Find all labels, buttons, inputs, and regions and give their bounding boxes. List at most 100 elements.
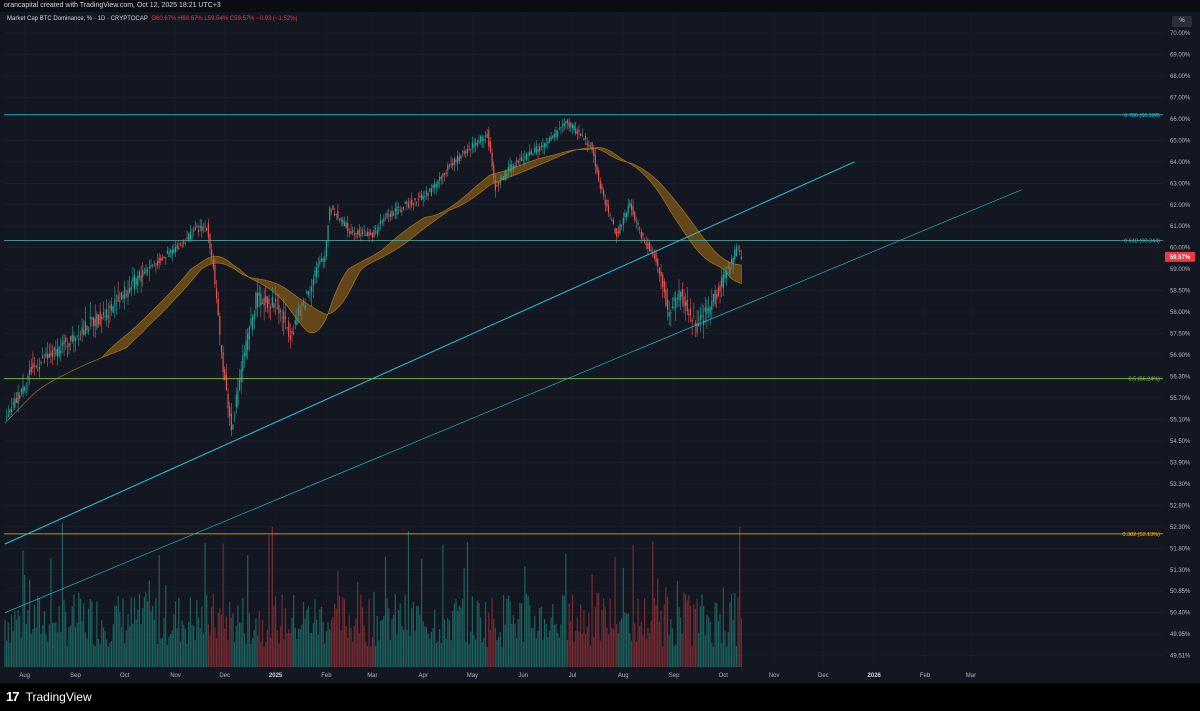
volume-bar xyxy=(217,612,219,667)
volume-bar xyxy=(588,612,590,667)
volume-bar xyxy=(616,624,618,667)
candle-body xyxy=(194,227,196,230)
candle-body xyxy=(724,271,726,279)
volume-bar xyxy=(711,642,713,667)
candle-body xyxy=(696,322,698,333)
volume-bar xyxy=(427,633,429,667)
volume-bar xyxy=(266,630,268,667)
candle-body xyxy=(534,147,536,153)
candle-body xyxy=(739,250,741,253)
candle-body xyxy=(29,369,31,375)
candle-body xyxy=(617,231,619,234)
candle-body xyxy=(698,323,700,326)
y-tick-label: 52.30% xyxy=(1170,525,1191,531)
volume-bar xyxy=(317,634,319,667)
volume-bar xyxy=(366,646,369,667)
volume-bar xyxy=(644,598,646,667)
candle-body xyxy=(47,353,49,360)
candle-body xyxy=(594,154,596,167)
volume-bar xyxy=(373,592,375,667)
volume-bar xyxy=(279,626,282,667)
volume-bar xyxy=(153,619,155,667)
volume-bar xyxy=(681,633,683,667)
volume-bar xyxy=(665,587,667,667)
candle-body xyxy=(79,334,82,336)
x-tick-label: Feb xyxy=(321,673,332,679)
candle-body xyxy=(284,317,287,319)
volume-bar xyxy=(117,595,119,667)
volume-bar xyxy=(596,592,598,667)
candle-body xyxy=(466,148,469,154)
candle-body xyxy=(171,249,173,255)
volume-bar xyxy=(243,633,246,667)
candle-body xyxy=(202,227,205,228)
candle-body xyxy=(250,318,252,325)
y-tick-label: 58.00% xyxy=(1170,310,1191,316)
volume-bar xyxy=(496,640,498,667)
candle-body xyxy=(603,190,605,197)
volume-bar xyxy=(660,610,662,667)
candle-body xyxy=(234,415,236,417)
volume-bar xyxy=(181,620,183,667)
candle-body xyxy=(288,321,290,337)
volume-bar xyxy=(501,646,503,667)
candle-body xyxy=(499,180,501,184)
volume-bar xyxy=(263,646,265,667)
volume-bar xyxy=(685,594,687,667)
volume-bar xyxy=(563,595,565,667)
volume-bar xyxy=(145,592,147,667)
candle-body xyxy=(353,233,355,235)
volume-bar xyxy=(258,610,260,667)
volume-bar xyxy=(617,633,619,667)
x-tick-label: Jun xyxy=(518,673,528,679)
candle-body xyxy=(50,352,52,357)
candle-body xyxy=(196,225,198,227)
candle-body xyxy=(516,160,518,162)
volume-bar xyxy=(630,640,633,667)
candle-body xyxy=(10,409,13,413)
volume-bar xyxy=(342,597,344,667)
volume-bar xyxy=(458,605,460,667)
candle-body xyxy=(237,390,239,406)
candle-body xyxy=(394,208,396,212)
volume-bar xyxy=(168,636,170,667)
candle-body xyxy=(719,285,721,292)
volume-bar xyxy=(12,631,14,667)
candle-body xyxy=(450,163,452,166)
candle-body xyxy=(665,289,667,306)
volume-bar xyxy=(142,608,144,667)
volume-bar xyxy=(184,628,186,667)
candle-body xyxy=(370,232,372,235)
volume-bar xyxy=(606,627,608,667)
volume-bar xyxy=(14,610,16,667)
candle-body xyxy=(453,158,455,165)
candle-body xyxy=(124,287,126,299)
candle-body xyxy=(452,162,454,166)
candle-body xyxy=(317,263,319,268)
candle-body xyxy=(235,394,237,408)
volume-bar xyxy=(621,618,623,667)
y-tick-label: 62.00% xyxy=(1170,203,1191,209)
volume-bar xyxy=(480,617,482,667)
volume-bar xyxy=(432,628,434,667)
volume-bar xyxy=(722,587,724,667)
candle-body xyxy=(22,385,24,394)
candle-body xyxy=(115,309,118,310)
volume-bar xyxy=(215,638,218,667)
candle-body xyxy=(366,231,369,236)
candle-body xyxy=(189,232,191,240)
candle-body xyxy=(580,133,582,137)
volume-bar xyxy=(186,643,188,667)
volume-bar xyxy=(84,632,86,667)
candle-body xyxy=(734,249,736,260)
candle-body xyxy=(422,196,424,200)
candle-body xyxy=(445,172,447,174)
candle-body xyxy=(711,301,713,311)
candle-body xyxy=(584,136,587,140)
candle-body xyxy=(363,230,365,231)
price-chart[interactable]: 70.00% 69.00% 68.00% 67.00% 66.00% 65.00% 64.0… xyxy=(0,0,1200,683)
y-tick-label: 68.00% xyxy=(1170,74,1191,80)
volume-bar xyxy=(594,607,596,667)
volume-bar xyxy=(478,602,480,667)
percent-scale-button[interactable]: % xyxy=(1172,16,1192,27)
